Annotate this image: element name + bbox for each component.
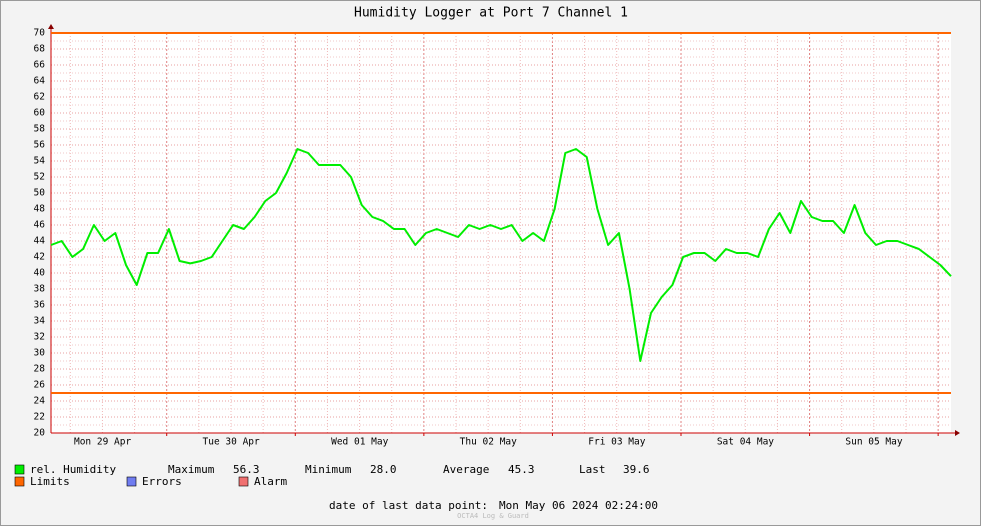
y-tick-label: 60 [34, 108, 46, 119]
legend-swatch [126, 476, 137, 487]
y-tick-label: 50 [34, 188, 46, 199]
y-tick-label: 70 [34, 28, 46, 39]
legend-label: Errors [142, 475, 182, 488]
legend-swatch [14, 476, 25, 487]
y-tick-label: 58 [34, 124, 46, 135]
y-tick-label: 42 [34, 252, 45, 263]
y-tick-label: 62 [34, 92, 45, 103]
legend-label: Alarm [254, 475, 287, 488]
watermark: OCTA4 Log & Guard [457, 512, 529, 520]
y-tick-label: 66 [34, 60, 46, 71]
stat-label: Last [579, 463, 606, 476]
data-line [50, 148, 952, 362]
y-tick-label: 36 [34, 300, 46, 311]
y-tick-label: 68 [34, 44, 46, 55]
y-axis-arrow [48, 24, 54, 29]
legend-swatch [14, 464, 25, 475]
y-tick-label: 54 [34, 156, 46, 167]
y-tick-label: 22 [34, 412, 45, 423]
stat-label: Maximum [168, 463, 215, 476]
x-tick-label: Mon 29 Apr [74, 437, 131, 448]
y-tick-label: 26 [34, 380, 46, 391]
y-tick-label: 40 [34, 268, 46, 279]
y-tick-label: 28 [34, 364, 46, 375]
x-tick-label: Tue 30 Apr [203, 437, 260, 448]
y-tick-label: 20 [34, 428, 46, 439]
y-tick-label: 24 [34, 396, 46, 407]
footer-label: date of last data point: [329, 499, 488, 512]
x-tick-label: Sat 04 May [717, 437, 774, 448]
stat-label: Minimum [305, 463, 352, 476]
stat-value: 28.0 [370, 463, 397, 476]
x-axis-arrow [955, 430, 960, 436]
chart-title: Humidity Logger at Port 7 Channel 1 [354, 6, 628, 21]
y-tick-label: 30 [34, 348, 46, 359]
stat-value: 45.3 [508, 463, 535, 476]
y-tick-label: 52 [34, 172, 45, 183]
legend-swatch [238, 476, 249, 487]
stat-value: 56.3 [233, 463, 260, 476]
x-tick-label: Wed 01 May [331, 437, 388, 448]
y-tick-label: 38 [34, 284, 46, 295]
stat-label: Average [443, 463, 489, 476]
stat-value: 39.6 [623, 463, 650, 476]
x-tick-label: Fri 03 May [588, 437, 645, 448]
y-tick-label: 34 [34, 316, 46, 327]
y-tick-label: 64 [34, 76, 46, 87]
legend-label: Limits [30, 475, 70, 488]
y-tick-label: 56 [34, 140, 46, 151]
x-tick-label: Sun 05 May [845, 437, 902, 448]
x-tick-label: Thu 02 May [460, 437, 517, 448]
legend-label: rel. Humidity [30, 463, 116, 476]
footer-value: Mon May 06 2024 02:24:00 [499, 499, 658, 512]
y-tick-label: 46 [34, 220, 46, 231]
y-tick-label: 44 [34, 236, 46, 247]
y-tick-label: 32 [34, 332, 45, 343]
y-tick-label: 48 [34, 204, 46, 215]
